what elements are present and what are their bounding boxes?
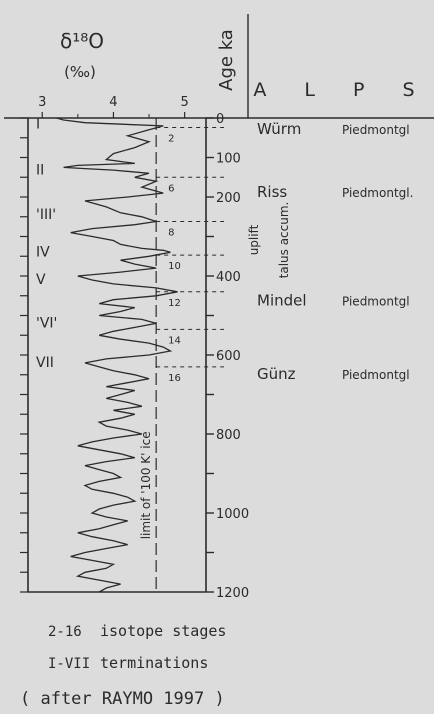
- glaciation-note: Piedmontgl: [342, 123, 410, 137]
- y-tick-label: 200: [216, 191, 241, 206]
- y-tick-label: 1200: [216, 586, 249, 601]
- glaciation-name: Riss: [257, 183, 287, 201]
- stage-label: 8: [168, 227, 174, 238]
- y-axis-ticks: 0 100 200 400 600 800 1000 1200: [206, 112, 249, 601]
- y-axis-label: Age ka: [216, 29, 237, 91]
- termination-label: 'VI': [36, 315, 57, 331]
- x-axis-unit: (‰): [64, 63, 96, 81]
- stage-label: 6: [168, 183, 174, 194]
- termination-label: I: [36, 117, 40, 133]
- x-axis-ticks: 3 4 5: [38, 95, 189, 118]
- talus-label: talus accum.: [277, 202, 291, 279]
- y-tick-label: 600: [216, 349, 241, 364]
- isotope-stages-group: 2 6 8 10 12 14 16: [156, 126, 224, 384]
- y-tick-label: 400: [216, 270, 241, 285]
- alps-header: A L P S: [253, 79, 430, 101]
- glaciation-name: Mindel: [257, 292, 307, 310]
- glaciation-note: Piedmontgl: [342, 295, 410, 309]
- glaciation-note: Piedmontgl.: [342, 186, 413, 200]
- legend-terminations-label: terminations: [100, 654, 208, 672]
- source-note: ( after RAYMO 1997 ): [20, 689, 225, 709]
- glaciation-name: Günz: [257, 365, 296, 383]
- stage-label: 2: [168, 133, 174, 144]
- x-axis-label: δ¹⁸O: [60, 29, 104, 53]
- glaciation-name: Würm: [257, 120, 301, 138]
- stage-label: 14: [168, 335, 181, 346]
- stage-label: 12: [168, 298, 181, 309]
- x-tick-label: 4: [109, 95, 117, 110]
- stage-label: 16: [168, 373, 181, 384]
- stage-label: 10: [168, 261, 181, 272]
- y-tick-label: 800: [216, 428, 241, 443]
- termination-label: 'III': [36, 207, 56, 223]
- y-tick-label: 1000: [216, 507, 249, 522]
- x-tick-label: 3: [38, 95, 46, 110]
- d18o-series-line: [56, 117, 178, 593]
- legend-stages-range: 2-16: [48, 624, 82, 640]
- termination-label: V: [36, 272, 46, 288]
- y-tick-label: 0: [216, 112, 224, 127]
- termination-label: VII: [36, 355, 54, 371]
- terminations-group: III'III'IVV'VI'VII: [36, 117, 57, 371]
- y-tick-label: 100: [216, 152, 241, 167]
- reference-line-label: limit of '100 K' ice: [139, 431, 153, 539]
- uplift-label: uplift: [247, 224, 261, 255]
- legend-terminations-range: I-VII: [48, 656, 90, 672]
- x-tick-label: 5: [180, 95, 188, 110]
- termination-label: IV: [36, 244, 50, 260]
- glaciations-group: Würm Piedmontgl Riss Piedmontgl. Mindel Piedm…: [257, 120, 413, 383]
- termination-label: II: [36, 163, 44, 179]
- glaciation-note: Piedmontgl: [342, 368, 410, 382]
- legend-stages-label: isotope stages: [100, 622, 226, 640]
